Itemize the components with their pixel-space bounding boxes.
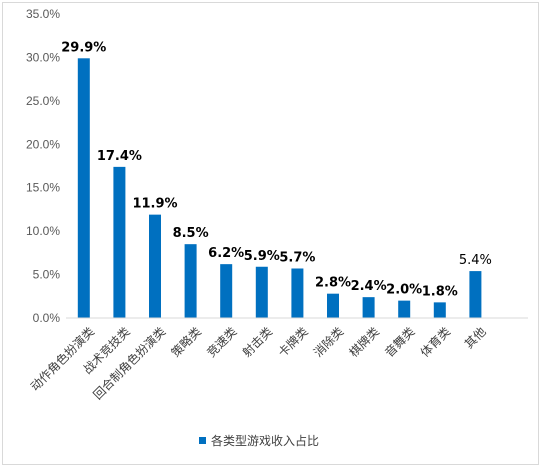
bars bbox=[77, 58, 482, 318]
data-label: 29.9% bbox=[61, 40, 106, 55]
data-label: 11.9% bbox=[132, 197, 177, 212]
data-label: 8.5% bbox=[173, 226, 209, 241]
bar bbox=[469, 271, 482, 318]
bar bbox=[113, 166, 126, 318]
data-label: 17.4% bbox=[97, 149, 142, 164]
bar bbox=[398, 300, 411, 318]
y-tick-label: 15.0% bbox=[26, 181, 60, 195]
bar bbox=[327, 293, 339, 318]
bar bbox=[184, 244, 197, 318]
legend-swatch bbox=[199, 437, 206, 444]
bar bbox=[255, 266, 268, 318]
data-label: 1.8% bbox=[422, 284, 458, 299]
x-tick-label: 其他 bbox=[462, 324, 489, 351]
bar bbox=[433, 302, 446, 318]
x-tick-label: 射击类 bbox=[239, 324, 275, 360]
data-label: 2.4% bbox=[351, 279, 387, 294]
y-tick-label: 30.0% bbox=[26, 50, 60, 64]
x-tick-label: 体育类 bbox=[417, 324, 453, 360]
bar bbox=[362, 297, 375, 318]
x-tick-label: 竞速类 bbox=[204, 324, 239, 359]
data-label: 2.8% bbox=[315, 276, 351, 291]
data-label: 5.7% bbox=[279, 250, 315, 265]
data-label: 5.4% bbox=[459, 253, 492, 268]
x-tick-label: 棋牌类 bbox=[347, 324, 382, 359]
data-label: 2.0% bbox=[386, 283, 422, 298]
bar bbox=[77, 58, 90, 318]
data-label: 6.2% bbox=[208, 246, 244, 261]
x-tick-label: 音舞类 bbox=[381, 324, 417, 360]
y-tick-label: 0.0% bbox=[33, 311, 61, 325]
bar bbox=[149, 214, 161, 318]
bar bbox=[220, 264, 233, 318]
x-tick-label: 策略类 bbox=[168, 324, 204, 360]
x-tick-label: 消除类 bbox=[310, 324, 346, 360]
legend-label: 各类型游戏收入占比 bbox=[211, 433, 319, 448]
bar bbox=[291, 268, 304, 318]
y-tick-label: 10.0% bbox=[26, 224, 60, 238]
data-labels: 29.9% 17.4% 11.9% 8.5% 6.2% 5.9% 5.7%2.8% 2.4% 2… bbox=[61, 40, 492, 299]
y-tick-label: 25.0% bbox=[26, 94, 60, 108]
x-tick-label: 动作角色扮演类 bbox=[27, 324, 97, 394]
data-label: 5.9% bbox=[244, 249, 280, 264]
y-tick-label: 5.0% bbox=[33, 268, 61, 282]
y-tick-label: 35.0% bbox=[26, 7, 60, 21]
y-tick-label: 20.0% bbox=[26, 137, 60, 151]
x-tick-label: 卡牌类 bbox=[275, 324, 310, 359]
y-axis: 0.0% 5.0% 10.0% 15.0% 20.0% 25.0% 30.0% 35.0% bbox=[26, 7, 60, 325]
legend: 各类型游戏收入占比 bbox=[199, 433, 319, 448]
chart-frame bbox=[2, 2, 539, 465]
